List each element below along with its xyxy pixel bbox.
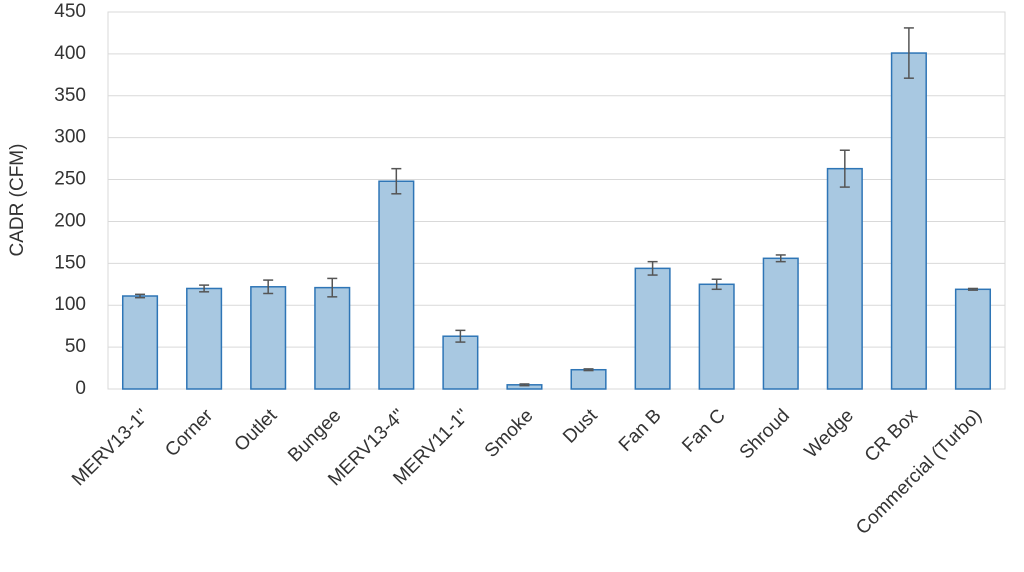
x-tick-label: Fan B: [615, 405, 666, 456]
error-bar: [775, 254, 786, 263]
error-bar: [135, 293, 146, 299]
y-tick-label: 200: [54, 210, 86, 231]
x-tick-label: MERV13-1": [68, 405, 153, 490]
y-axis-label: CADR (CFM): [7, 144, 28, 257]
error-bar: [839, 149, 850, 188]
bar: [762, 257, 799, 390]
y-tick-label: 50: [65, 336, 86, 357]
error-bar: [583, 368, 594, 372]
x-tick-label: Smoke: [481, 405, 538, 462]
x-tick-label: Dust: [559, 405, 602, 448]
error-bar: [967, 287, 978, 291]
bar: [826, 167, 863, 390]
error-bar: [199, 284, 210, 293]
bar: [698, 283, 735, 390]
bar: [890, 52, 927, 390]
x-tick-label: Corner: [161, 405, 217, 461]
error-bar: [263, 279, 274, 295]
error-bar: [327, 277, 338, 298]
error-bar: [519, 383, 530, 387]
bar: [634, 267, 671, 390]
y-tick-label: 350: [54, 85, 86, 106]
y-tick-label: 100: [54, 294, 86, 315]
y-tick-label: 250: [54, 169, 86, 190]
bar: [570, 368, 607, 390]
y-tick-label: 300: [54, 127, 86, 148]
error-bar: [711, 278, 722, 291]
error-bar: [455, 329, 466, 343]
error-bar: [647, 260, 658, 276]
bar: [442, 335, 479, 390]
x-tick-label: Shroud: [736, 405, 794, 463]
bar: [250, 286, 287, 390]
x-tick-label: Outlet: [231, 405, 282, 456]
x-tick-label: Bungee: [284, 405, 345, 466]
y-tick-label: 450: [54, 1, 86, 22]
x-tick-label: CR Box: [861, 405, 922, 466]
bar: [314, 286, 351, 390]
y-tick-label: 400: [54, 43, 86, 64]
x-tick-label: Commercial (Turbo): [852, 405, 986, 539]
y-tick-label: 150: [54, 252, 86, 273]
x-tick-label: Fan C: [678, 405, 729, 456]
x-tick-label: Wedge: [801, 405, 858, 462]
bar: [121, 295, 159, 390]
plot-frame: [107, 11, 1006, 390]
error-bar: [391, 167, 402, 195]
bar: [186, 287, 223, 390]
y-tick-label: 0: [75, 378, 86, 399]
bar: [378, 180, 415, 390]
error-bar: [903, 27, 914, 79]
bar: [954, 288, 992, 390]
